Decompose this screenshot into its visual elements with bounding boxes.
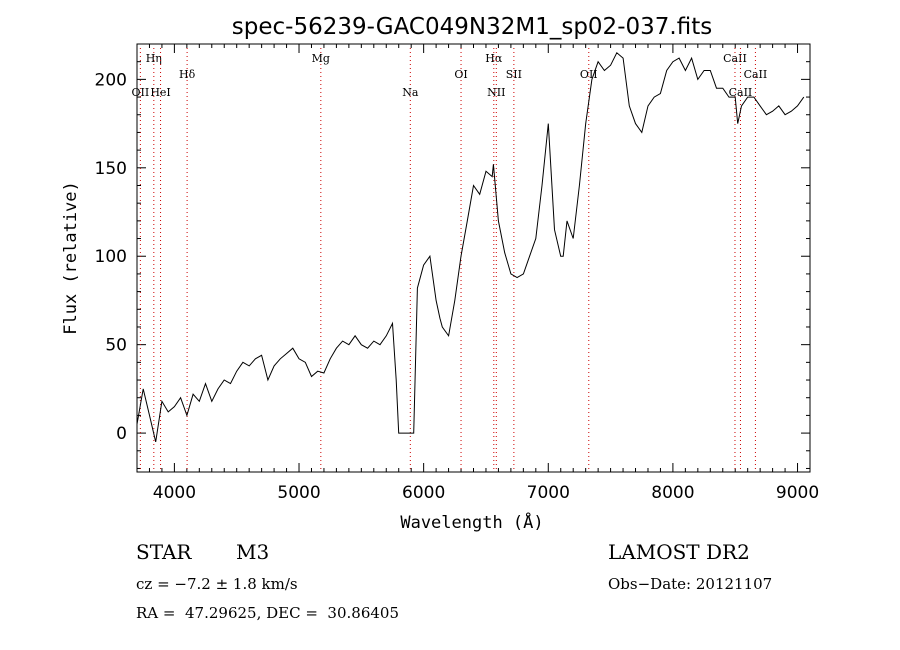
y-tick-label: 0 [116, 424, 127, 444]
x-tick-label: 8000 [651, 483, 694, 503]
line-marker-label: Hδ [179, 68, 196, 81]
x-tick-label: 4000 [153, 483, 196, 503]
observation-date: Obs−Date: 20121107 [608, 575, 773, 593]
line-marker-label: Hη [146, 52, 162, 65]
y-tick-label: 50 [105, 336, 127, 356]
object-subclass: M3 [236, 540, 270, 564]
line-marker-label: OII [580, 68, 598, 81]
line-marker-label: Mg [312, 52, 330, 65]
line-marker-label: HeI [150, 86, 170, 99]
x-tick-label: 6000 [402, 483, 445, 503]
line-marker-label: SII [506, 68, 522, 81]
chart-title: spec-56239-GAC049N32M1_sp02-037.fits [232, 14, 712, 40]
x-tick-label: 7000 [527, 483, 570, 503]
spectrum-series-line [136, 52, 805, 443]
y-tick-label: 150 [95, 159, 127, 179]
x-tick-label: 5000 [277, 483, 320, 503]
object-class: STAR [136, 540, 192, 564]
line-marker-label: NII [487, 86, 505, 99]
plot-frame [136, 43, 811, 473]
y-tick-label: 100 [95, 247, 127, 267]
line-marker-label: OI [454, 68, 467, 81]
line-marker-label: CaII [744, 68, 768, 81]
redshift-velocity: cz = −7.2 ± 1.8 km/s [136, 575, 298, 593]
y-tick-label: 200 [95, 70, 127, 90]
coordinates: RA = 47.29625, DEC = 30.86405 [136, 604, 400, 622]
line-marker-label: Hα [485, 52, 503, 65]
survey-name: LAMOST DR2 [608, 540, 750, 564]
x-axis-label: Wavelength (Å) [400, 511, 543, 533]
line-marker-label: Na [402, 86, 419, 99]
line-marker-label: CaII [729, 86, 753, 99]
line-marker-label: OII [132, 86, 150, 99]
y-axis-label: Flux (relative) [61, 181, 81, 335]
x-tick-label: 9000 [776, 483, 819, 503]
axis-ticks: 4000 5000 6000 7000 8000 9000 0 50 100 150 200 [95, 43, 819, 503]
line-marker-label: CaII [723, 52, 747, 65]
